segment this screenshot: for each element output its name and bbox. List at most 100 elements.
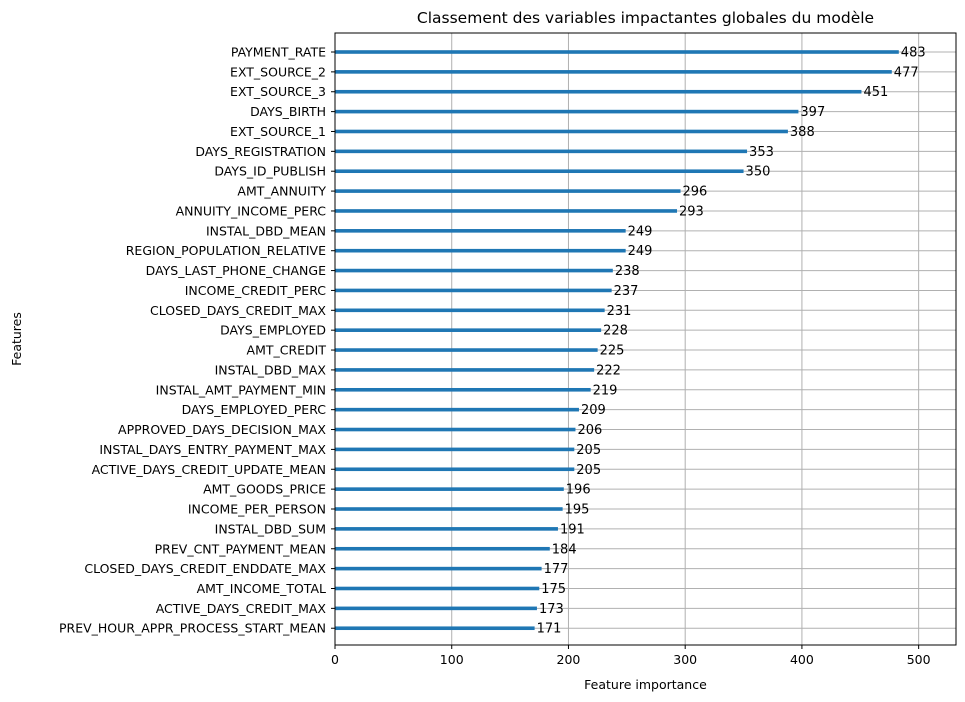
y-tick-label: PREV_HOUR_APPR_PROCESS_START_MEAN: [59, 621, 326, 636]
y-tick-label: PAYMENT_RATE: [231, 45, 326, 60]
bar-value-label: 350: [746, 165, 771, 180]
bar-value-label: 249: [628, 244, 653, 259]
bar: [335, 229, 626, 233]
bar-value-label: 353: [749, 145, 774, 160]
y-tick-label: DAYS_BIRTH: [250, 104, 326, 119]
bar: [335, 328, 602, 332]
bar-value-label: 225: [600, 344, 625, 359]
bar-value-label: 173: [539, 602, 564, 617]
bar: [335, 308, 605, 313]
y-tick-label: INSTAL_AMT_PAYMENT_MIN: [156, 382, 326, 397]
bar-value-label: 451: [863, 85, 888, 100]
bar: [335, 209, 678, 213]
bar-value-label: 397: [800, 105, 825, 120]
bar-value-label: 231: [607, 304, 632, 319]
y-tick-label: INSTAL_DBD_MAX: [215, 362, 327, 377]
bar-value-label: 206: [577, 423, 602, 438]
y-tick-label: AMT_ANNUITY: [237, 184, 326, 199]
bar: [335, 447, 575, 452]
bar: [335, 546, 550, 551]
bar: [335, 89, 862, 94]
y-tick-label: INCOME_PER_PERSON: [188, 502, 326, 517]
bar-value-label: 296: [683, 185, 708, 200]
bar: [335, 387, 591, 392]
x-tick-label: 500: [907, 652, 931, 667]
labels: 0 100 200 300 400 500 PAYMENT_RATE 483 EXT_SOURC…: [59, 45, 931, 668]
bar: [335, 606, 537, 611]
bar: [335, 566, 542, 571]
bar: [335, 487, 564, 491]
y-tick-label: DAYS_REGISTRATION: [195, 144, 326, 159]
bar: [335, 407, 579, 412]
x-tick-label: 300: [673, 652, 697, 667]
bar: [335, 626, 535, 631]
bar: [335, 189, 681, 193]
bar: [335, 268, 613, 273]
bars: [335, 50, 899, 631]
ticks: [331, 51, 920, 649]
y-tick-label: EXT_SOURCE_3: [230, 84, 326, 99]
y-tick-label: ACTIVE_DAYS_CREDIT_MAX: [156, 601, 327, 616]
bar: [335, 467, 575, 472]
bar: [335, 50, 899, 54]
y-tick-label: INCOME_CREDIT_PERC: [185, 283, 327, 298]
y-axis-title: Features: [9, 312, 24, 366]
bar-value-label: 191: [560, 522, 585, 537]
bar-value-label: 477: [894, 65, 919, 80]
bar: [335, 507, 563, 511]
y-tick-label: INSTAL_DAYS_ENTRY_PAYMENT_MAX: [99, 442, 326, 457]
bar-value-label: 228: [603, 324, 628, 339]
y-tick-label: REGION_POPULATION_RELATIVE: [126, 243, 326, 258]
bar-value-label: 222: [596, 363, 621, 378]
bar-value-label: 249: [628, 224, 653, 239]
bar-value-label: 196: [566, 483, 591, 498]
y-tick-label: DAYS_ID_PUBLISH: [214, 164, 326, 179]
plot-frame: [334, 32, 957, 646]
y-tick-label: CLOSED_DAYS_CREDIT_ENDDATE_MAX: [84, 561, 326, 576]
y-tick-label: ANNUITY_INCOME_PERC: [176, 203, 327, 218]
bar-value-label: 219: [593, 383, 618, 398]
bar: [335, 586, 540, 591]
y-tick-label: CLOSED_DAYS_CREDIT_MAX: [150, 303, 326, 318]
x-axis-title: Feature importance: [584, 677, 707, 692]
bar: [335, 149, 748, 154]
bar-value-label: 175: [541, 582, 566, 597]
bar-value-label: 205: [576, 443, 601, 458]
bar: [335, 70, 892, 74]
bar: [335, 527, 558, 531]
y-tick-label: DAYS_LAST_PHONE_CHANGE: [146, 263, 326, 278]
chart-title: Classement des variables impactantes glo…: [417, 9, 874, 27]
bar: [335, 348, 598, 352]
y-tick-label: AMT_GOODS_PRICE: [203, 482, 326, 497]
bar-value-label: 483: [901, 46, 926, 61]
bar: [335, 129, 788, 134]
bar-value-label: 184: [552, 542, 577, 557]
y-tick-label: INSTAL_DBD_SUM: [215, 521, 326, 536]
y-tick-label: EXT_SOURCE_2: [230, 64, 326, 79]
y-tick-label: EXT_SOURCE_1: [230, 124, 326, 139]
bar: [335, 427, 576, 432]
y-tick-label: DAYS_EMPLOYED_PERC: [182, 402, 327, 417]
bar: [335, 368, 595, 372]
bar: [335, 288, 612, 293]
bar-value-label: 388: [790, 125, 815, 140]
x-tick-label: 100: [440, 652, 464, 667]
y-tick-label: ACTIVE_DAYS_CREDIT_UPDATE_MEAN: [92, 462, 326, 477]
bar-value-label: 195: [565, 503, 590, 518]
bar: [335, 109, 799, 114]
x-tick-label: 0: [331, 652, 339, 667]
y-tick-label: INSTAL_DBD_MEAN: [206, 223, 326, 238]
y-tick-label: PREV_CNT_PAYMENT_MEAN: [155, 541, 326, 556]
y-tick-label: APPROVED_DAYS_DECISION_MAX: [118, 422, 326, 437]
y-tick-label: AMT_CREDIT: [247, 343, 327, 358]
y-tick-label: DAYS_EMPLOYED: [220, 323, 326, 338]
bar: [335, 248, 626, 253]
bar-value-label: 177: [544, 562, 569, 577]
bar-value-label: 293: [679, 204, 704, 219]
bar-value-label: 238: [615, 264, 640, 279]
bar-value-label: 171: [537, 622, 562, 637]
y-tick-label: AMT_INCOME_TOTAL: [197, 581, 326, 596]
x-tick-label: 400: [790, 652, 814, 667]
bar-value-label: 237: [614, 284, 639, 299]
